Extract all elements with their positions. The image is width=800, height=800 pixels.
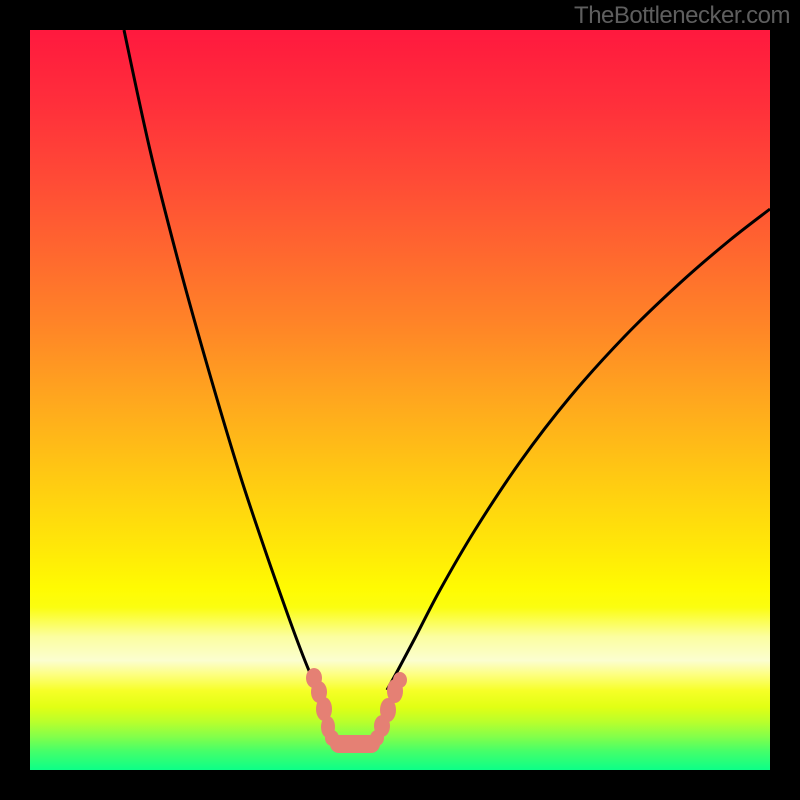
marker-bottom-bar: [330, 735, 380, 753]
chart-container: TheBottlenecker.com: [0, 0, 800, 800]
marker-dot: [393, 672, 407, 688]
watermark-text: TheBottlenecker.com: [574, 2, 790, 30]
chart-svg: [0, 0, 800, 800]
plot-background: [30, 30, 770, 770]
